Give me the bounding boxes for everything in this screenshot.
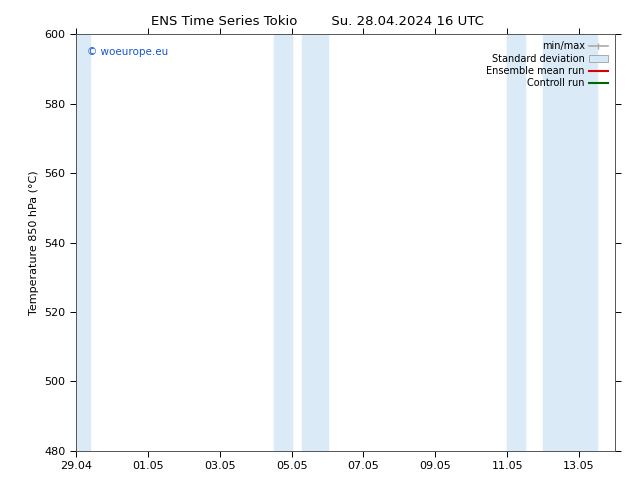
Bar xyxy=(76,34,91,451)
Bar xyxy=(507,34,525,451)
Text: ENS Time Series Tokio        Su. 28.04.2024 16 UTC: ENS Time Series Tokio Su. 28.04.2024 16 … xyxy=(150,15,484,28)
Bar xyxy=(274,34,292,451)
Bar xyxy=(302,34,328,451)
Text: © woeurope.eu: © woeurope.eu xyxy=(87,47,168,57)
Y-axis label: Temperature 850 hPa (°C): Temperature 850 hPa (°C) xyxy=(29,170,39,315)
Legend: min/max, Standard deviation, Ensemble mean run, Controll run: min/max, Standard deviation, Ensemble me… xyxy=(484,39,610,90)
Bar xyxy=(543,34,597,451)
